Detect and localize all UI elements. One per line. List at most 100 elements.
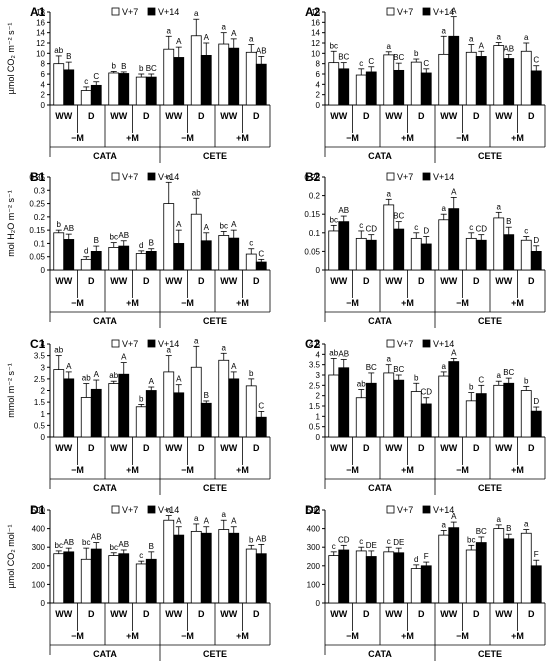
- significance-letter: ab: [54, 346, 63, 355]
- bar-v14: [448, 527, 460, 604]
- significance-letter: B: [506, 217, 511, 226]
- bar-v7: [135, 76, 147, 106]
- bar-v7: [355, 237, 367, 271]
- x-tick-label: WW: [495, 443, 512, 453]
- x-tick-label: WW: [440, 443, 457, 453]
- bar-v14: [118, 553, 130, 604]
- bar-v14: [530, 565, 542, 604]
- significance-letter: b: [139, 394, 144, 403]
- group-label: +M: [401, 133, 414, 143]
- bar-v7: [53, 369, 65, 438]
- significance-letter: A: [451, 7, 457, 16]
- panel-title: B1: [30, 170, 46, 184]
- x-tick-label: WW: [385, 276, 402, 286]
- x-tick-label: WW: [330, 609, 347, 619]
- y-axis-label: µmol CO₂ mol⁻¹: [6, 525, 16, 589]
- x-tick-label: WW: [440, 276, 457, 286]
- bar-v7: [80, 397, 92, 438]
- y-tick-label: 2: [316, 392, 321, 401]
- legend-swatch-v7: [386, 7, 395, 16]
- bar-v14: [228, 47, 240, 106]
- bar-v7: [328, 230, 340, 271]
- bar-v7: [163, 203, 175, 271]
- significance-letter: bc: [110, 233, 118, 242]
- significance-letter: ab: [329, 348, 338, 357]
- x-tick-label: D: [418, 443, 425, 453]
- legend-label-v7: V+7: [397, 172, 413, 182]
- significance-letter: bc: [330, 215, 338, 224]
- group-label: +M: [236, 133, 249, 143]
- significance-letter: C: [533, 56, 539, 65]
- legend-swatch-v7: [111, 7, 120, 16]
- bar-v14: [145, 390, 157, 438]
- legend-swatch-v7: [111, 339, 120, 348]
- legend-label-v7: V+7: [397, 339, 413, 349]
- significance-letter: c: [524, 227, 528, 236]
- y-tick-label: 1.5: [309, 402, 321, 411]
- bar-v14: [63, 69, 75, 106]
- y-tick-label: 200: [307, 562, 321, 571]
- significance-letter: A: [231, 362, 237, 371]
- significance-letter: b: [414, 373, 419, 382]
- significance-letter: bc: [110, 543, 118, 552]
- significance-letter: A: [231, 29, 237, 38]
- bar-v14: [393, 228, 405, 271]
- panel-title: A2: [305, 5, 321, 19]
- significance-letter: AB: [503, 44, 514, 53]
- bar-v14: [118, 373, 130, 438]
- x-tick-label: D: [88, 609, 95, 619]
- x-tick-label: WW: [110, 276, 127, 286]
- significance-letter: ab: [109, 371, 118, 380]
- significance-letter: a: [442, 204, 447, 213]
- significance-letter: C: [258, 249, 264, 258]
- y-tick-label: 2.5: [309, 381, 321, 390]
- x-tick-label: WW: [330, 111, 347, 121]
- y-tick-label: 0: [41, 101, 46, 110]
- bar-v14: [338, 367, 350, 438]
- x-tick-label: WW: [165, 276, 182, 286]
- bar-v14: [90, 548, 102, 604]
- group-label: −M: [181, 465, 194, 475]
- x-tick-label: D: [473, 111, 480, 121]
- panel-title: C1: [30, 337, 46, 351]
- significance-letter: BC: [366, 363, 377, 372]
- significance-letter: AB: [91, 533, 102, 542]
- legend-label-v7: V+7: [122, 339, 138, 349]
- bar-v14: [255, 416, 267, 438]
- group-label: +M: [126, 465, 139, 475]
- group-label: −M: [346, 298, 359, 308]
- significance-letter: c: [359, 537, 363, 546]
- bar-v7: [438, 375, 450, 438]
- y-tick-label: 12: [311, 39, 320, 48]
- legend-swatch-v14: [147, 172, 156, 181]
- y-tick-label: 2: [41, 91, 46, 100]
- group-label: −M: [346, 631, 359, 641]
- significance-letter: B: [506, 524, 511, 533]
- x-tick-label: D: [473, 609, 480, 619]
- bar-v7: [135, 563, 147, 604]
- significance-letter: a: [497, 32, 502, 41]
- x-tick-label: D: [418, 609, 425, 619]
- bar-v7: [355, 74, 367, 106]
- y-tick-label: 300: [32, 543, 46, 552]
- bar-v7: [190, 35, 202, 106]
- x-tick-label: WW: [440, 111, 457, 121]
- x-tick-label: D: [143, 276, 150, 286]
- significance-letter: d: [84, 247, 88, 256]
- x-tick-label: D: [88, 443, 95, 453]
- bar-v7: [53, 553, 65, 604]
- bar-v7: [245, 385, 257, 438]
- significance-letter: b: [524, 376, 529, 385]
- x-tick-label: WW: [220, 276, 237, 286]
- bar-v7: [438, 219, 450, 271]
- bar-v14: [338, 221, 350, 271]
- y-tick-label: 18: [311, 8, 320, 17]
- significance-letter: a: [167, 506, 172, 515]
- y-tick-label: 1: [41, 410, 46, 419]
- bar-v7: [108, 72, 120, 106]
- bar-v7: [80, 558, 92, 604]
- bar-v7: [493, 45, 505, 106]
- significance-letter: B: [149, 239, 154, 248]
